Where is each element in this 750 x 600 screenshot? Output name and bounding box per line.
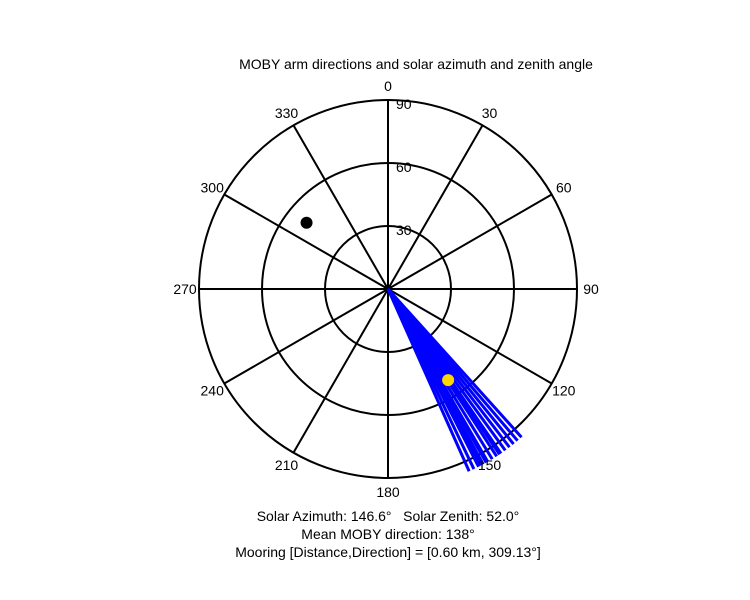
zenith-tick-labels: 30 60 90 (396, 96, 412, 238)
mean-moby-direction-caption: Mean MOBY direction: 138° (301, 526, 475, 542)
azimuth-label-90: 90 (583, 281, 599, 297)
moby-arm-directions (386, 287, 523, 472)
zenith-label-90: 90 (396, 96, 412, 112)
markers (300, 216, 455, 387)
mooring-caption: Mooring [Distance,Direction] = [0.60 km,… (235, 544, 541, 560)
azimuth-label-30: 30 (482, 105, 498, 121)
moby-arm-line (386, 288, 471, 472)
azimuth-label-240: 240 (201, 383, 225, 399)
sun-position-marker (442, 374, 455, 387)
azimuth-label-60: 60 (556, 180, 572, 196)
zenith-label-60: 60 (396, 159, 412, 175)
azimuth-label-300: 300 (201, 180, 225, 196)
azimuth-label-0: 0 (384, 78, 392, 94)
mooring-position-marker (300, 216, 313, 229)
azimuth-label-210: 210 (275, 457, 299, 473)
azimuth-label-180: 180 (376, 484, 400, 500)
moby-arm-line (386, 288, 483, 467)
azimuth-label-270: 270 (173, 281, 197, 297)
zenith-label-30: 30 (396, 222, 412, 238)
azimuth-label-330: 330 (275, 105, 299, 121)
solar-angles-caption: Solar Azimuth: 146.6° Solar Zenith: 52.0… (256, 508, 520, 524)
chart-title: MOBY arm directions and solar azimuth an… (239, 56, 593, 72)
azimuth-label-150: 150 (478, 457, 502, 473)
azimuth-tick-labels: 0 30 60 90 120 150 180 210 240 270 300 330 (173, 78, 599, 500)
moby-arm-line (386, 288, 501, 456)
azimuth-label-120: 120 (552, 383, 576, 399)
